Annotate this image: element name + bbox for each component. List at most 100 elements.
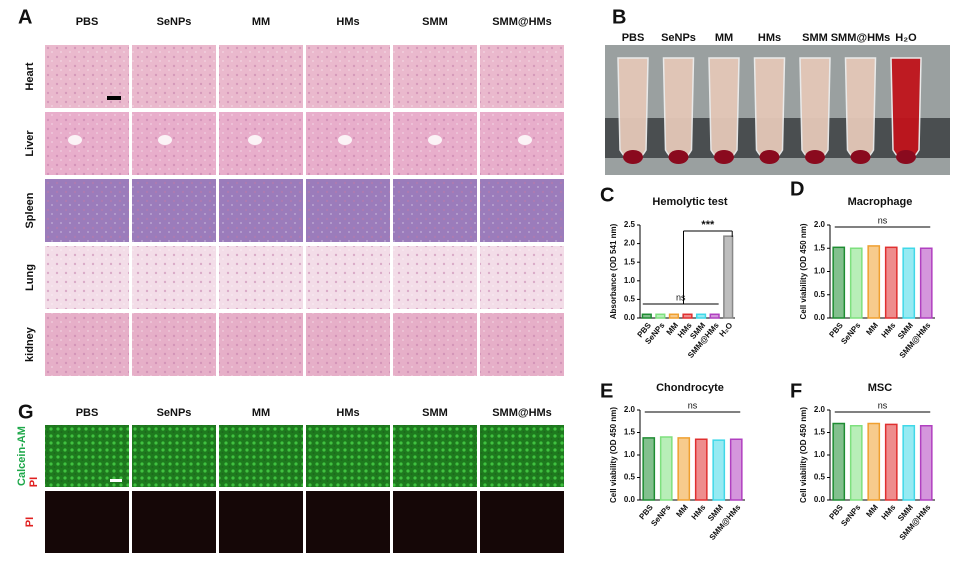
- y-tick-label: 0.0: [624, 313, 636, 322]
- histology-texture: [132, 313, 216, 376]
- fluorescence-texture: [219, 425, 303, 487]
- histology-texture: [132, 179, 216, 242]
- panel-letter: B: [612, 6, 626, 28]
- y-tick-label: 0.5: [814, 473, 826, 482]
- column-label: MM: [252, 407, 270, 419]
- fluorescence-image: [132, 491, 216, 553]
- y-tick-label: 1.0: [624, 450, 636, 459]
- y-tick-label: 1.5: [814, 243, 826, 252]
- bar: [695, 313, 707, 319]
- column-label: SMM@HMs: [492, 16, 552, 28]
- column-label: SeNPs: [661, 32, 696, 44]
- row-label: Heart: [24, 62, 36, 90]
- x-tick-label: MM: [864, 321, 880, 337]
- scale-bar: [110, 479, 122, 482]
- y-tick-label: 2.5: [624, 220, 636, 229]
- tube: [617, 57, 649, 162]
- column-label: H₂O: [895, 32, 917, 44]
- column-label: SMM@HMs: [492, 407, 552, 419]
- bar: [884, 423, 898, 501]
- row-label: Spleen: [24, 192, 36, 228]
- y-tick-label: 1.0: [624, 276, 636, 285]
- y-tick-label: 1.5: [624, 428, 636, 437]
- bar: [709, 313, 720, 319]
- significance-label: ns: [878, 400, 888, 410]
- column-label: HMs: [758, 32, 781, 44]
- x-tick-label: SeNPs: [839, 320, 863, 346]
- tube: [708, 57, 740, 162]
- histology-texture: [219, 45, 303, 108]
- row-label: Liver: [24, 130, 36, 157]
- row-label: PI: [24, 517, 36, 527]
- pellet: [623, 150, 643, 164]
- histology-texture: [45, 179, 129, 242]
- column-label: SMM: [802, 32, 828, 44]
- histology-texture: [480, 45, 564, 108]
- column-label: SMM: [422, 16, 448, 28]
- vessel: [158, 135, 172, 145]
- y-tick-label: 1.0: [814, 450, 826, 459]
- y-axis-label: Cell viability (OD 450 nm): [799, 407, 808, 503]
- histology-texture: [480, 246, 564, 309]
- tube: [662, 57, 695, 162]
- histology-texture: [219, 179, 303, 242]
- bar: [919, 425, 933, 501]
- bar: [849, 247, 863, 319]
- histology-texture: [306, 246, 390, 309]
- tube: [844, 57, 877, 162]
- pellet: [850, 150, 871, 164]
- y-tick-label: 0.0: [814, 313, 826, 322]
- histology-texture: [45, 313, 129, 376]
- panel-letter: E: [600, 380, 613, 402]
- x-tick-label: HMs: [880, 502, 898, 521]
- x-tick-label: SeNPs: [649, 502, 673, 528]
- y-tick-label: 0.0: [814, 495, 826, 504]
- row-label: PI: [28, 477, 40, 487]
- column-label: MM: [252, 16, 270, 28]
- pellet: [759, 150, 780, 164]
- scale-bar: [107, 96, 121, 100]
- column-label: HMs: [336, 407, 359, 419]
- histology-texture: [480, 313, 564, 376]
- fluorescence-image: [45, 491, 129, 553]
- fluorescence-texture: [45, 425, 129, 487]
- fluorescence-image: [480, 491, 564, 553]
- y-tick-label: 1.0: [814, 267, 826, 276]
- y-tick-label: 0.0: [624, 495, 636, 504]
- chart-title: Chondrocyte: [656, 382, 724, 394]
- x-tick-label: MM: [674, 503, 690, 519]
- significance-label: ***: [701, 219, 715, 231]
- column-label: PBS: [622, 32, 645, 44]
- significance-label: ns: [688, 400, 698, 410]
- histology-texture: [132, 45, 216, 108]
- fluorescence-image: [306, 491, 390, 553]
- x-tick-label: SeNPs: [839, 502, 863, 528]
- y-tick-label: 1.5: [624, 257, 636, 266]
- panel-letter: D: [790, 178, 804, 200]
- column-label: SeNPs: [157, 407, 192, 419]
- histology-texture: [306, 45, 390, 108]
- pellet: [668, 150, 689, 164]
- bar: [919, 247, 933, 319]
- chart-title: MSC: [868, 382, 893, 394]
- bar: [867, 245, 881, 319]
- x-tick-label: H₂O: [717, 321, 734, 339]
- bar: [884, 246, 898, 319]
- chart-title: Macrophage: [848, 196, 913, 208]
- y-axis-label: Absorbance (OD 541 nm): [609, 223, 618, 319]
- histology-texture: [219, 112, 303, 175]
- column-label: MM: [715, 32, 733, 44]
- bar: [677, 437, 691, 501]
- tube: [799, 57, 831, 162]
- histology-texture: [393, 313, 477, 376]
- histology-texture: [45, 246, 129, 309]
- bar: [642, 437, 656, 501]
- pellet: [714, 150, 734, 164]
- histology-texture: [132, 246, 216, 309]
- row-label: kidney: [24, 326, 36, 362]
- y-tick-label: 2.0: [624, 405, 636, 414]
- x-tick-label: MM: [864, 503, 880, 519]
- column-label: PBS: [76, 16, 99, 28]
- vessel: [338, 135, 352, 145]
- panel-letter: A: [18, 6, 32, 28]
